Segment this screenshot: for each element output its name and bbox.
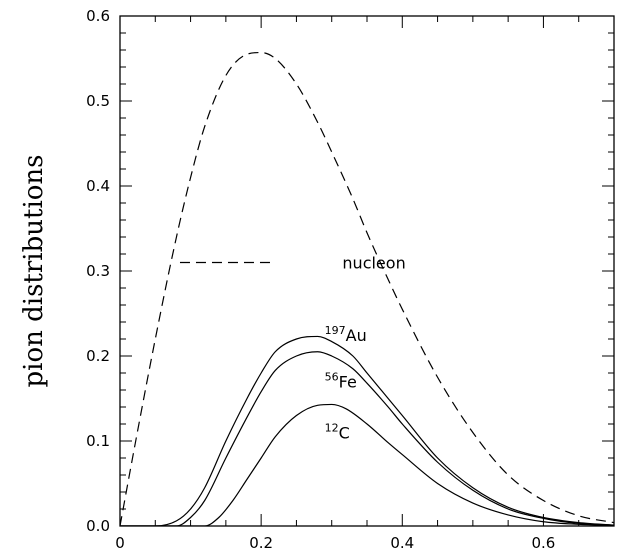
series-line-nucleon [120,51,614,526]
y-tick-label: 0.3 [86,262,110,280]
annotation-superscript: 197 [325,324,346,337]
series-layer [120,51,614,526]
annotation-element: Au [346,326,367,345]
y-axis-label: pion distributions [19,154,49,387]
series-line-56fe [120,351,614,526]
x-tick-label: 0.2 [249,534,273,552]
annotation-c: 12C [325,422,350,443]
axis-ticks [119,15,615,527]
series-line-12c [120,403,614,526]
y-tick-label: 0.6 [86,7,110,25]
annotation-nucleon: nucleon [342,254,405,273]
annotation-element: C [339,424,350,443]
y-tick-label: 0.4 [86,177,110,195]
y-tick-label: 0.0 [86,517,110,535]
y-tick-label: 0.2 [86,347,110,365]
annotation-fe: 56Fe [325,371,357,392]
x-tick-label: 0 [115,534,125,552]
annotation-superscript: 56 [325,371,339,384]
axis-tick-labels: 0 0.2 0.4 0.6 0.0 0.1 0.2 0.3 0.4 0.5 0.6 [86,7,555,552]
x-tick-label: 0.6 [531,534,555,552]
annotations: nucleon 197Au 56Fe 12C [325,254,406,443]
y-tick-label: 0.5 [86,92,110,110]
annotation-superscript: 12 [325,422,339,435]
y-tick-label: 0.1 [86,432,110,450]
series-line-197au [120,335,614,526]
annotation-element: Fe [339,373,357,392]
annotation-au: 197Au [325,324,367,345]
x-tick-label: 0.4 [390,534,414,552]
